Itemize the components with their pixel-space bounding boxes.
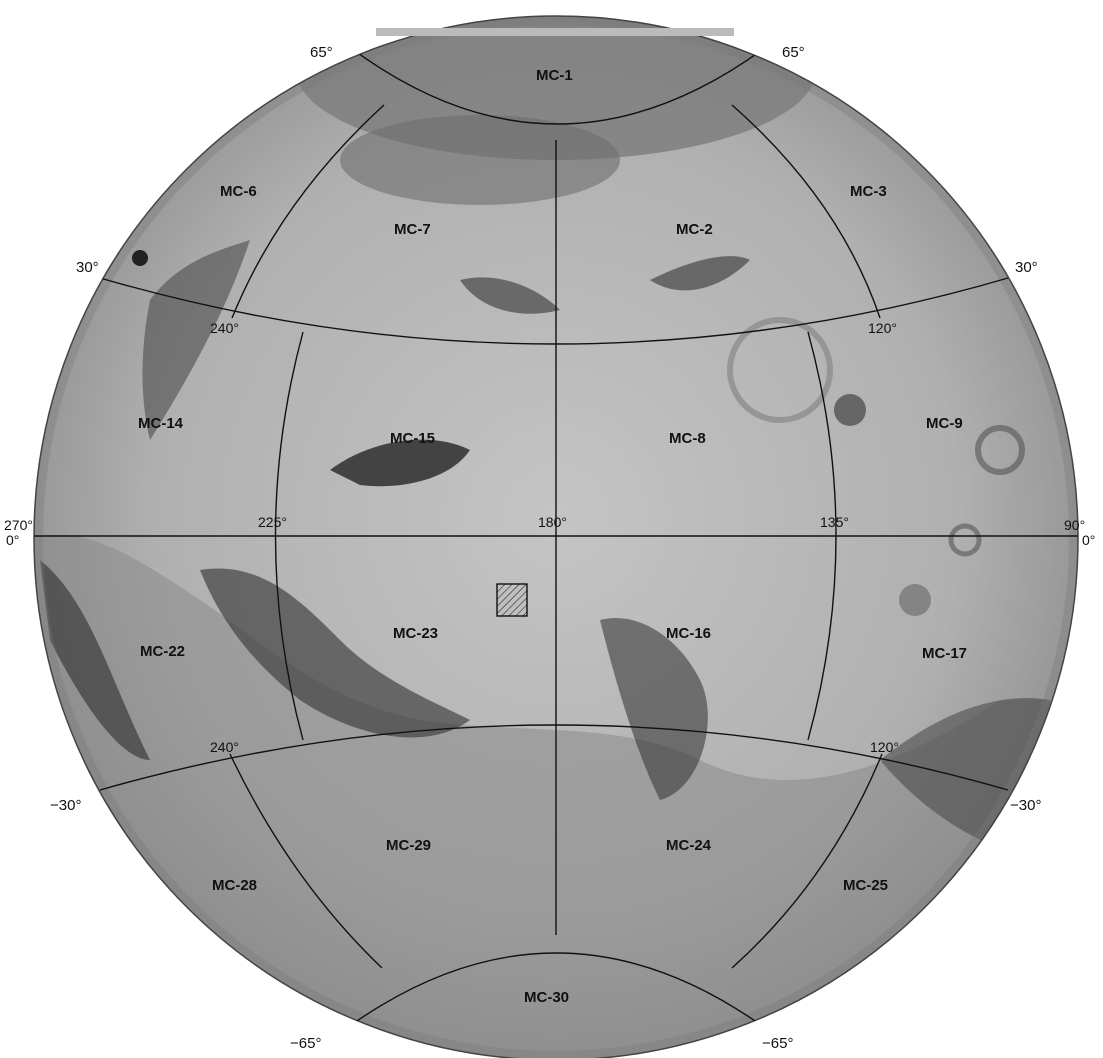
lon-label-135: 135° — [820, 514, 849, 530]
lat-label-30n-left: 30° — [76, 259, 99, 276]
lat-label-65s-right: −65° — [762, 1035, 793, 1052]
quad-label-mc15[interactable]: MC-15 — [390, 430, 435, 447]
quad-label-mc24[interactable]: MC-24 — [666, 837, 712, 854]
quad-label-mc9[interactable]: MC-9 — [926, 415, 963, 432]
meridian-120-south — [731, 753, 883, 969]
quad-label-mc7[interactable]: MC-7 — [394, 221, 431, 238]
lon-label-90: 90° — [1064, 517, 1085, 533]
quadrangle-grid — [34, 37, 1078, 1037]
lon-label-120-south: 120° — [870, 739, 899, 755]
lat-label-30s-right: −30° — [1010, 797, 1041, 814]
meridian-225-line — [274, 331, 304, 741]
quad-label-mc14[interactable]: MC-14 — [138, 415, 184, 432]
quad-label-mc25[interactable]: MC-25 — [843, 877, 888, 894]
study-area-box[interactable] — [496, 583, 528, 617]
lon-label-0-right: 0° — [1082, 532, 1095, 548]
lat-label-65n-left: 65° — [310, 44, 333, 61]
lon-label-225: 225° — [258, 514, 287, 530]
meridian-240-north — [231, 104, 385, 319]
lon-label-240-south: 240° — [210, 739, 239, 755]
lon-label-180: 180° — [538, 514, 567, 530]
latitude-65n-arc — [337, 37, 779, 125]
latitude-65s-arc — [335, 952, 777, 1037]
meridian-240-south — [229, 753, 383, 969]
quad-label-mc16[interactable]: MC-16 — [666, 625, 711, 642]
quad-label-mc30[interactable]: MC-30 — [524, 989, 569, 1006]
lon-label-0-left: 0° — [6, 532, 19, 548]
globe-limb — [33, 15, 1079, 1058]
quad-label-mc29[interactable]: MC-29 — [386, 837, 431, 854]
lat-label-65s-left: −65° — [290, 1035, 321, 1052]
lat-label-30s-left: −30° — [50, 797, 81, 814]
quad-label-mc6[interactable]: MC-6 — [220, 183, 257, 200]
quad-label-mc1[interactable]: MC-1 — [536, 67, 573, 84]
top-edge-strip — [376, 28, 734, 36]
lon-label-270: 270° — [4, 517, 33, 533]
lon-label-240-north: 240° — [210, 320, 239, 336]
latitude-30n-arc — [99, 277, 1009, 345]
quad-label-mc23[interactable]: MC-23 — [393, 625, 438, 642]
lat-label-65n-right: 65° — [782, 44, 805, 61]
quad-label-mc2[interactable]: MC-2 — [676, 221, 713, 238]
lon-label-120-north: 120° — [868, 320, 897, 336]
quad-label-mc3[interactable]: MC-3 — [850, 183, 887, 200]
quad-label-mc28[interactable]: MC-28 — [212, 877, 257, 894]
meridian-120-north — [731, 104, 881, 319]
quad-label-mc8[interactable]: MC-8 — [669, 430, 706, 447]
meridian-135-line — [807, 331, 837, 741]
quad-label-mc17[interactable]: MC-17 — [922, 645, 967, 662]
lat-label-30n-right: 30° — [1015, 259, 1038, 276]
quad-label-mc22[interactable]: MC-22 — [140, 643, 185, 660]
